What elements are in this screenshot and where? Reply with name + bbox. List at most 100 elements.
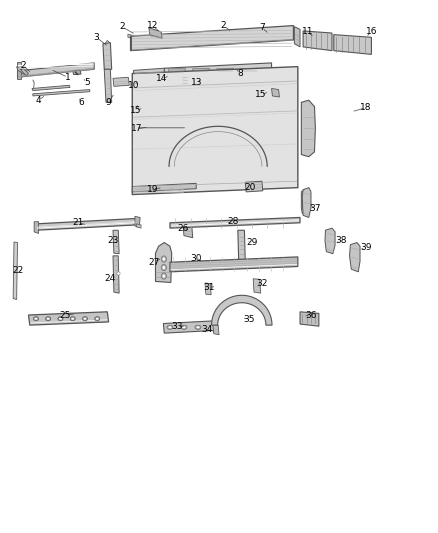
Ellipse shape	[83, 318, 87, 320]
Polygon shape	[245, 181, 263, 192]
Polygon shape	[169, 68, 185, 73]
Polygon shape	[303, 31, 332, 51]
Ellipse shape	[71, 318, 74, 320]
Polygon shape	[193, 68, 209, 73]
Ellipse shape	[167, 325, 173, 329]
Text: 7: 7	[259, 23, 265, 32]
Text: 23: 23	[107, 237, 119, 245]
Text: 8: 8	[237, 69, 243, 78]
Text: 17: 17	[131, 125, 142, 133]
Polygon shape	[217, 68, 233, 73]
Circle shape	[161, 264, 166, 271]
Text: 27: 27	[148, 258, 160, 266]
Text: 13: 13	[191, 78, 202, 87]
Text: 25: 25	[59, 311, 71, 320]
Text: 14: 14	[155, 75, 167, 83]
Polygon shape	[134, 68, 164, 76]
Polygon shape	[21, 68, 28, 76]
Polygon shape	[149, 28, 162, 38]
Text: 26: 26	[177, 224, 189, 232]
Polygon shape	[302, 188, 311, 217]
Polygon shape	[155, 243, 172, 282]
Text: 19: 19	[147, 185, 158, 193]
Circle shape	[161, 273, 166, 279]
Text: 34: 34	[201, 325, 212, 334]
Polygon shape	[183, 225, 193, 238]
Polygon shape	[13, 242, 18, 300]
Text: 33: 33	[172, 322, 183, 330]
Text: 38: 38	[335, 237, 346, 245]
Text: 3: 3	[93, 33, 99, 42]
Polygon shape	[205, 283, 211, 295]
Polygon shape	[132, 67, 298, 195]
Polygon shape	[132, 183, 196, 192]
Ellipse shape	[46, 317, 51, 321]
Text: 2: 2	[221, 21, 226, 30]
Text: 5: 5	[84, 78, 90, 87]
Polygon shape	[103, 43, 112, 69]
Text: 36: 36	[305, 311, 317, 320]
Polygon shape	[138, 107, 145, 110]
Ellipse shape	[70, 317, 75, 321]
Text: 32: 32	[256, 279, 268, 288]
Polygon shape	[300, 312, 319, 326]
Polygon shape	[164, 63, 272, 74]
Polygon shape	[73, 70, 81, 75]
Text: 10: 10	[128, 81, 139, 90]
Text: 4: 4	[36, 96, 41, 104]
Text: 30: 30	[191, 254, 202, 263]
Polygon shape	[270, 86, 277, 95]
Polygon shape	[137, 224, 141, 228]
Text: 15: 15	[130, 107, 141, 115]
Polygon shape	[33, 90, 90, 96]
Polygon shape	[294, 27, 300, 47]
Polygon shape	[301, 100, 315, 157]
Text: 9: 9	[106, 98, 112, 107]
Text: 35: 35	[243, 316, 254, 324]
Polygon shape	[170, 217, 300, 228]
Polygon shape	[32, 85, 70, 91]
Polygon shape	[113, 256, 119, 293]
Ellipse shape	[34, 318, 38, 320]
Polygon shape	[170, 257, 298, 272]
Polygon shape	[325, 228, 335, 254]
Text: 37: 37	[310, 205, 321, 213]
Circle shape	[162, 266, 165, 269]
Polygon shape	[334, 35, 371, 54]
Ellipse shape	[46, 318, 49, 320]
Text: 18: 18	[360, 103, 371, 112]
Polygon shape	[104, 69, 112, 102]
Circle shape	[162, 257, 165, 261]
Circle shape	[161, 256, 166, 262]
Ellipse shape	[196, 326, 200, 328]
Text: 2: 2	[20, 61, 25, 69]
Polygon shape	[350, 243, 360, 272]
Ellipse shape	[82, 317, 88, 321]
Ellipse shape	[96, 318, 99, 320]
Ellipse shape	[195, 325, 201, 329]
Polygon shape	[212, 295, 272, 325]
Polygon shape	[163, 321, 215, 333]
Polygon shape	[253, 279, 261, 293]
Text: 22: 22	[12, 266, 23, 275]
Ellipse shape	[95, 317, 100, 321]
Text: 21: 21	[72, 219, 84, 227]
Text: 31: 31	[204, 284, 215, 292]
Text: 20: 20	[244, 183, 255, 192]
Text: 1: 1	[65, 73, 71, 82]
Polygon shape	[18, 63, 94, 77]
Text: 24: 24	[105, 274, 116, 282]
Ellipse shape	[33, 317, 39, 321]
Polygon shape	[17, 67, 27, 77]
Text: 2: 2	[119, 22, 124, 31]
Ellipse shape	[182, 326, 186, 328]
Ellipse shape	[181, 325, 187, 329]
Polygon shape	[113, 77, 129, 86]
Polygon shape	[34, 222, 39, 233]
Text: 28: 28	[227, 217, 239, 225]
Text: 12: 12	[147, 21, 158, 30]
Polygon shape	[135, 216, 140, 227]
Ellipse shape	[168, 326, 172, 328]
Circle shape	[162, 274, 165, 278]
Polygon shape	[28, 312, 109, 325]
